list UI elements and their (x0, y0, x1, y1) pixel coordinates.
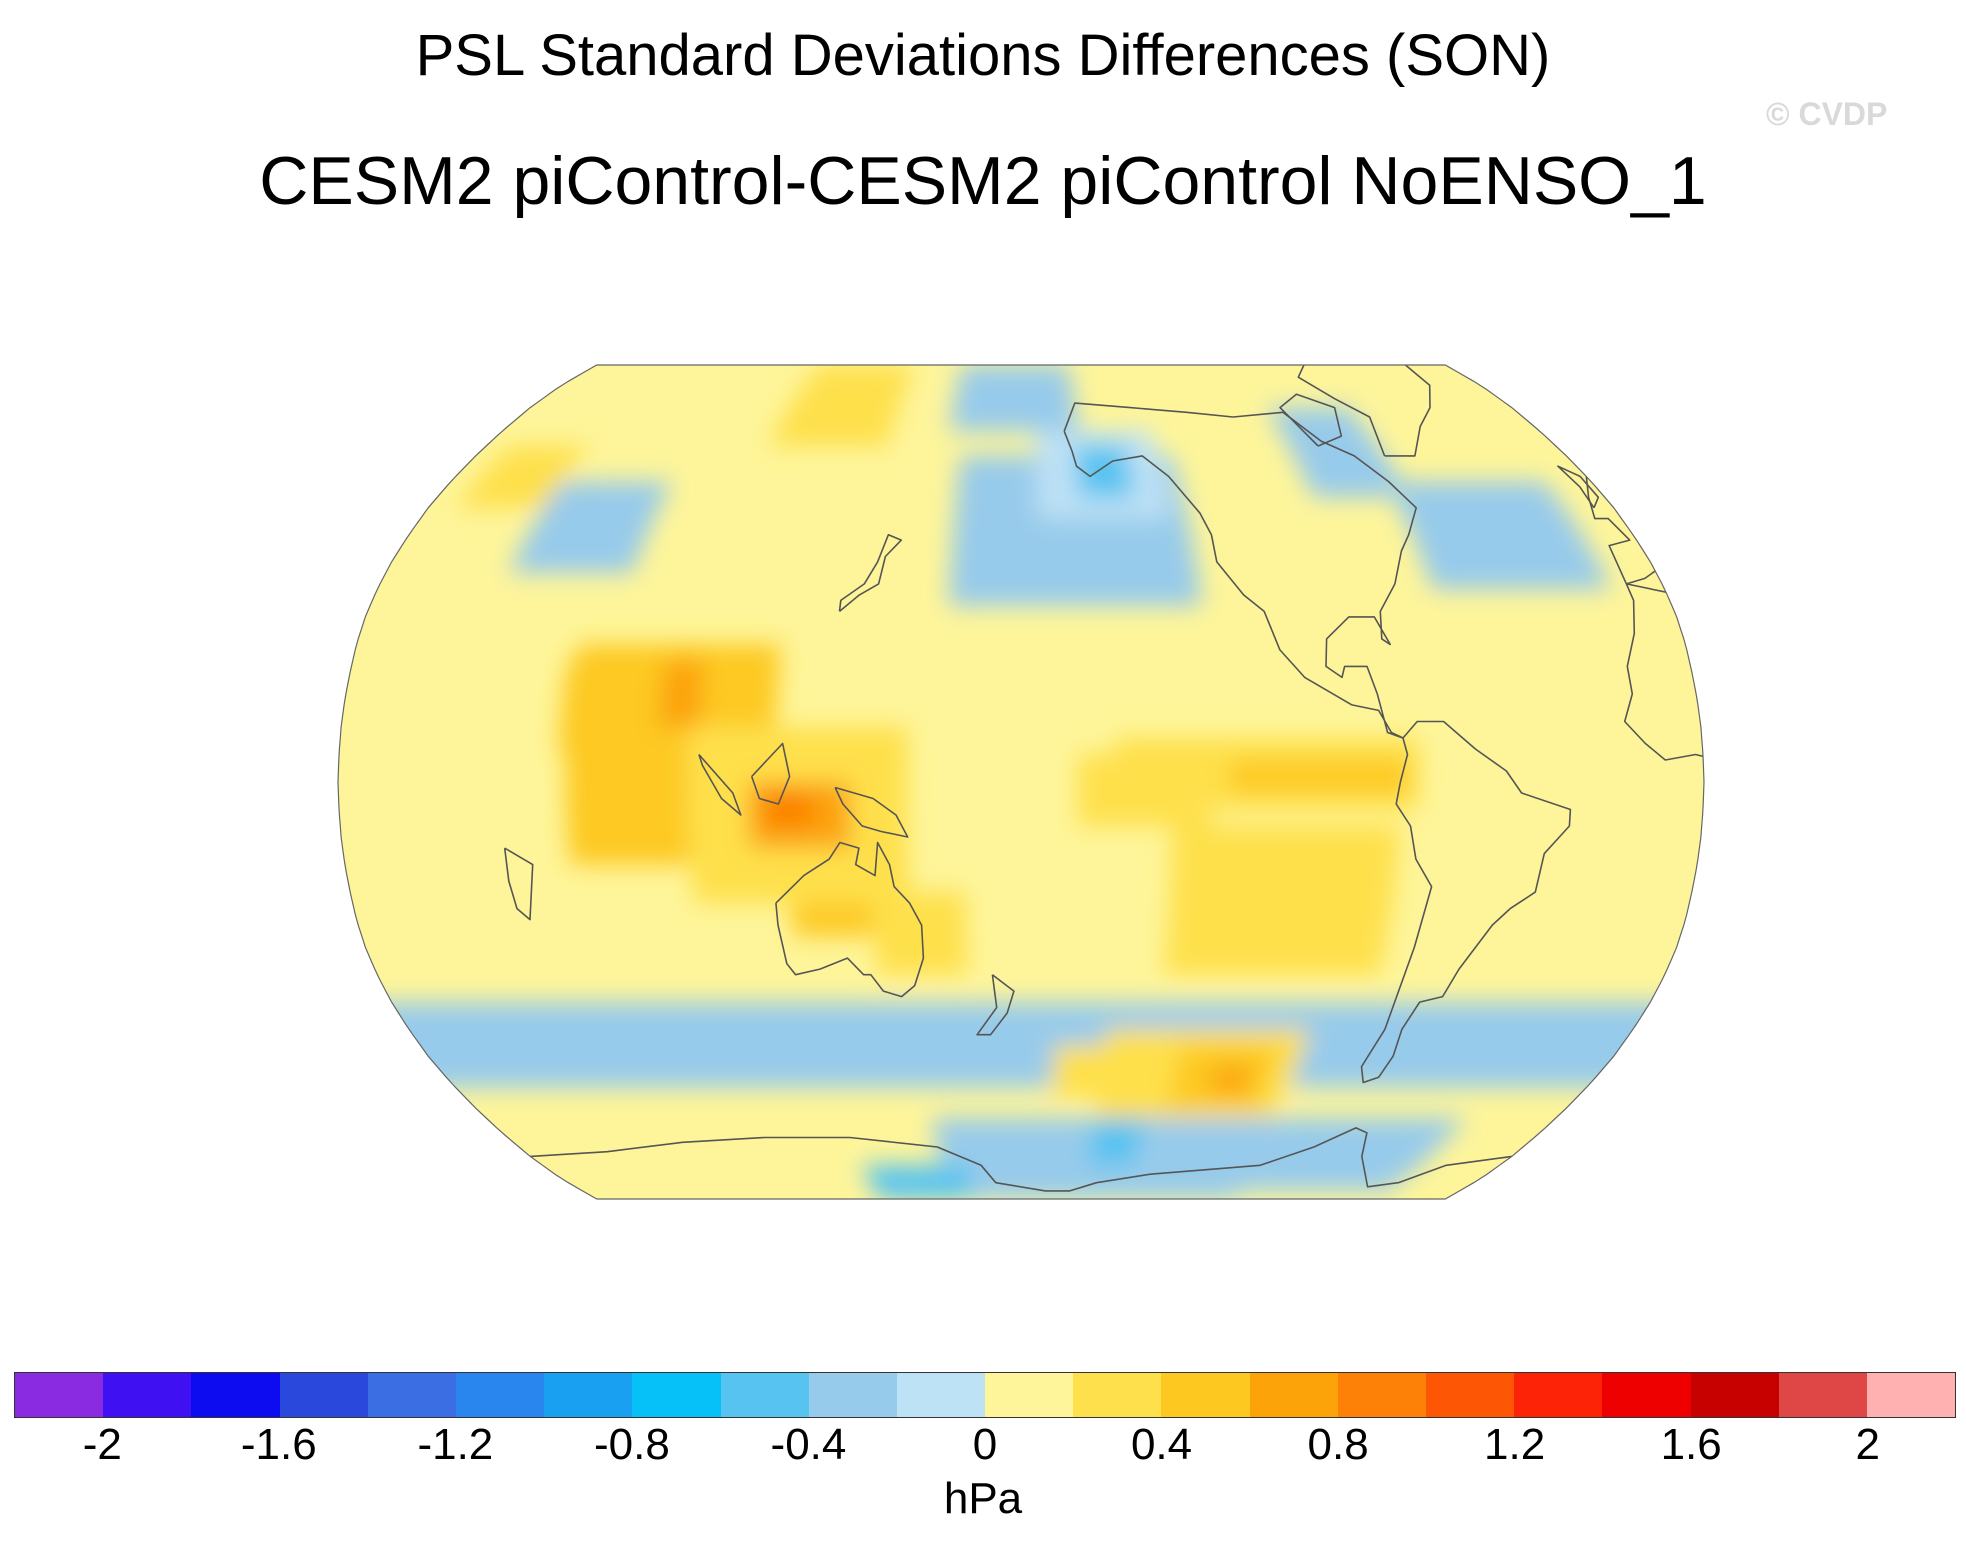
colorbar-tick-label: -1.6 (240, 1420, 317, 1469)
contour-field (338, 365, 1704, 1199)
south-atlantic-low (1401, 1013, 1627, 1083)
colorbar-swatch (808, 1373, 897, 1417)
coast-africa (1623, 583, 1704, 976)
colorbar-swatch (455, 1373, 545, 1417)
arabian-sea-high (558, 660, 643, 755)
colorbar-tick-label: 1.2 (1484, 1420, 1546, 1469)
colorbar-tick-label: -0.8 (593, 1420, 670, 1469)
colorbar-swatch (1249, 1373, 1338, 1417)
bellingshausen-low (1240, 1118, 1467, 1191)
colorbar-swatch (15, 1373, 104, 1417)
bay-of-bengal-high (658, 660, 706, 727)
coast-borneo (750, 742, 791, 805)
coast-new-guinea (834, 786, 909, 838)
maritime-continent-max (763, 793, 813, 826)
coast-baffin (1279, 393, 1343, 447)
colorbar-tick-label: 0.4 (1130, 1420, 1193, 1469)
coast-australia (775, 841, 925, 998)
east-pacific-max (1229, 760, 1408, 793)
colorbar-swatch (544, 1373, 633, 1417)
south-pacific-max (1207, 1066, 1255, 1093)
colorbar-swatch (103, 1373, 192, 1417)
colorbar-tick-label: 2 (1855, 1420, 1880, 1469)
coast-new-zealand (976, 974, 1015, 1036)
colorbar-tick-label: 1.6 (1660, 1420, 1722, 1469)
central-asia-low (509, 481, 673, 573)
amundsen-low (1087, 1118, 1146, 1166)
coast-antarctica (530, 1127, 1512, 1192)
colorbar-tick-label: -0.4 (770, 1420, 847, 1469)
coast-sumatra (698, 753, 742, 816)
colorbar-swatch (1866, 1373, 1956, 1417)
colorbar-swatch (191, 1373, 280, 1417)
colorbar-swatch (1690, 1373, 1779, 1417)
coast-madagascar (503, 847, 534, 921)
colorbar-swatch (1161, 1373, 1250, 1417)
colorbar-swatch (720, 1373, 809, 1417)
coast-south-america (1360, 720, 1572, 1084)
east-australia-high (871, 892, 968, 975)
cvdp-watermark: © CVDP (1766, 96, 1888, 132)
colorbar-tick-label: 0 (972, 1420, 998, 1469)
colorbar-swatch (1073, 1373, 1162, 1417)
gulf-of-alaska-min (1074, 446, 1135, 498)
colorbar-swatch (632, 1373, 721, 1417)
colorbar-swatch (1602, 1373, 1691, 1417)
chart-subtitle: CESM2 piControl-CESM2 piControl NoENSO_1 (259, 143, 1707, 219)
coast-uk (1557, 465, 1600, 509)
colorbar-units: hPa (943, 1474, 1023, 1523)
colorbar-swatch (1514, 1373, 1603, 1417)
north-atlantic-low (1385, 481, 1612, 590)
siberia-high (768, 365, 915, 446)
colorbar-swatch (1426, 1373, 1515, 1417)
indian-antarctic-min (861, 1165, 974, 1199)
colorbar-swatch (985, 1373, 1074, 1417)
colorbar-swatch (896, 1373, 986, 1417)
coast-north-america (1063, 402, 1417, 739)
coast-greenland (1297, 365, 1431, 457)
colorbar-swatch (1778, 1373, 1867, 1417)
coast-japan (838, 533, 903, 613)
colorbar (14, 1372, 1956, 1418)
chart-title: PSL Standard Deviations Differences (SON… (415, 23, 1551, 88)
alaska-low (948, 365, 1079, 432)
map-border (337, 364, 1705, 1200)
colorbar-swatch (367, 1373, 456, 1417)
colorbar-swatch (279, 1373, 368, 1417)
colorbar-tick-label: -1.2 (417, 1420, 494, 1469)
scandinavia-high (454, 446, 591, 508)
southeast-pacific-high (1164, 826, 1400, 975)
colorbar-swatch (1337, 1373, 1426, 1417)
colorbar-tick-label: 0.8 (1307, 1420, 1369, 1469)
colorbar-tick-label: -2 (82, 1420, 122, 1469)
